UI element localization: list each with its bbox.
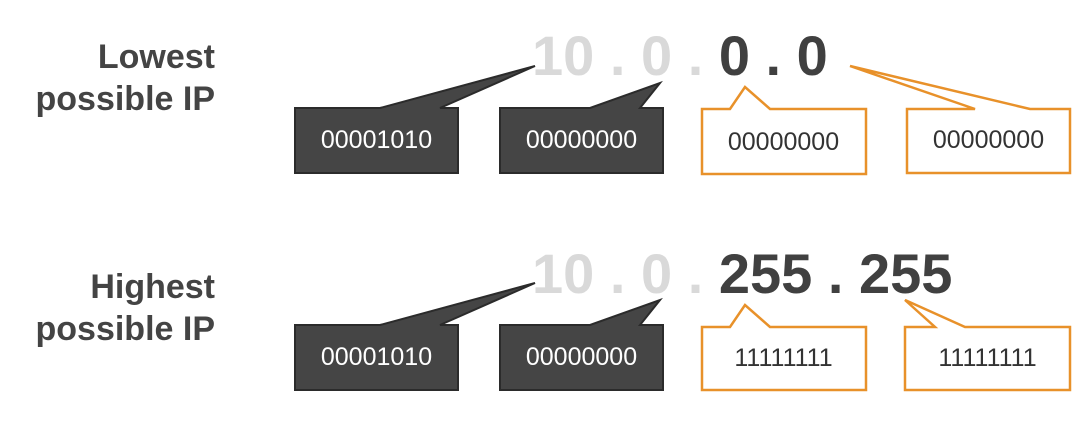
binary-octet-3: 00000000 [727,128,840,156]
octet-2: 0 [640,24,673,87]
ip-address-lowest: 10 . 0 . 0 . 0 [532,26,828,86]
variable-octet-callout [849,64,1072,175]
binary-octet-3: 11111111 [734,344,833,372]
dot-separator: . [594,24,641,87]
binary-octet-4: 11111111 [938,344,1037,372]
dot-separator: . [749,24,797,87]
row-label-highest: Highest possible IP [36,266,216,350]
fixed-octet-callout [294,65,536,174]
octet-4: 255 [858,242,953,305]
label-line: Lowest [97,38,215,76]
binary-octet-2: 00000000 [525,343,638,371]
variable-octet-callout [700,303,868,392]
label-line: Highest [90,268,215,306]
binary-octet-1: 00001010 [320,343,433,371]
row-label-lowest: Lowest possible IP [36,36,216,120]
octet-1: 10 [532,24,595,87]
octet-3: 0 [718,24,750,87]
fixed-octet-callout [294,282,536,391]
dot-separator: . [594,242,641,305]
label-line: possible IP [35,80,216,118]
binary-octet-2: 00000000 [525,126,638,154]
variable-octet-callout [700,85,868,176]
octet-4: 0 [796,24,828,87]
binary-octet-4: 00000000 [932,126,1045,154]
octet-2: 0 [640,242,673,305]
octet-3: 255 [718,242,813,305]
dot-separator: . [672,242,719,305]
fixed-octet-callout [499,297,664,391]
octet-1: 10 [532,242,595,305]
dot-separator: . [672,24,719,87]
label-line: possible IP [35,310,216,348]
binary-octet-1: 00001010 [320,126,433,154]
dot-separator: . [812,242,859,305]
variable-octet-callout [903,298,1072,392]
fixed-octet-callout [499,80,664,174]
ip-address-highest: 10 . 0 . 255 . 255 [532,244,952,304]
